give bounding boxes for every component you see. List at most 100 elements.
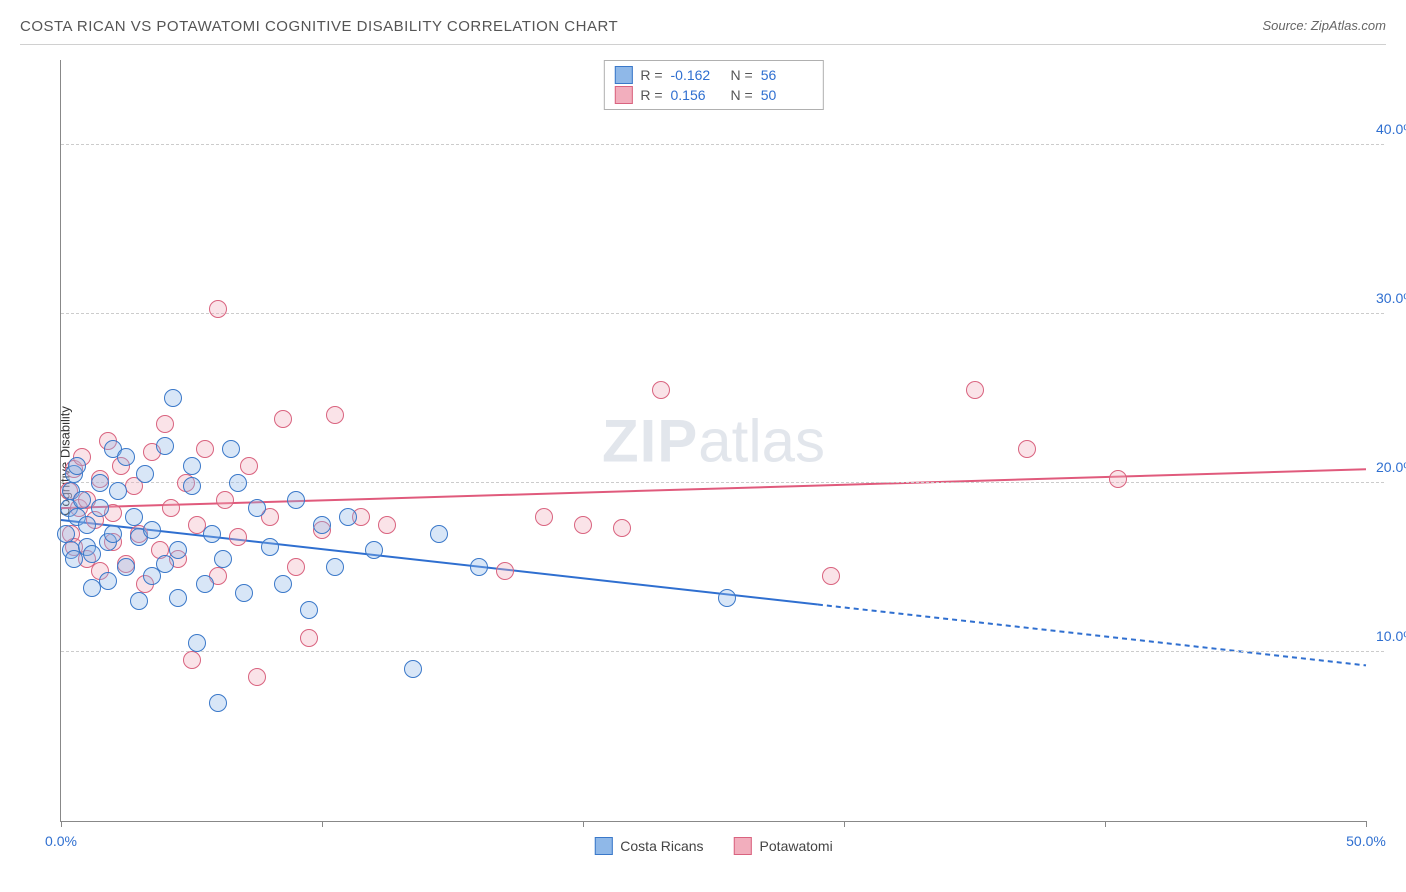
data-point [300, 601, 318, 619]
data-point [261, 538, 279, 556]
data-point [156, 415, 174, 433]
data-point [169, 541, 187, 559]
data-point [203, 525, 221, 543]
xtick [583, 821, 584, 827]
watermark: ZIPatlas [602, 406, 825, 475]
data-point [718, 589, 736, 607]
data-point [125, 508, 143, 526]
chart-area: Cognitive Disability ZIPatlas R = -0.162… [20, 50, 1386, 872]
chart-title: COSTA RICAN VS POTAWATOMI COGNITIVE DISA… [20, 18, 618, 35]
correlation-legend: R = -0.162 N = 56 R = 0.156 N = 50 [603, 60, 823, 110]
xtick [322, 821, 323, 827]
data-point [83, 545, 101, 563]
plot-area: ZIPatlas R = -0.162 N = 56 R = 0.156 N =… [60, 60, 1366, 822]
ytick-label: 20.0% [1376, 459, 1406, 475]
data-point [574, 516, 592, 534]
data-point [196, 575, 214, 593]
data-point [240, 457, 258, 475]
data-point [378, 516, 396, 534]
data-point [143, 521, 161, 539]
xtick [844, 821, 845, 827]
data-point [966, 381, 984, 399]
swatch-costa-ricans-bottom [594, 837, 612, 855]
data-point [57, 525, 75, 543]
xtick [1105, 821, 1106, 827]
data-point [183, 477, 201, 495]
data-point [91, 499, 109, 517]
data-point [248, 499, 266, 517]
ytick-label: 30.0% [1376, 290, 1406, 306]
data-point [209, 300, 227, 318]
trend-lines [61, 60, 1366, 821]
data-point [274, 575, 292, 593]
data-point [68, 457, 86, 475]
data-point [274, 410, 292, 428]
gridline [61, 313, 1384, 314]
gridline [61, 651, 1384, 652]
legend-item-b: Potawatomi [734, 837, 833, 855]
data-point [162, 499, 180, 517]
data-point [287, 558, 305, 576]
data-point [104, 525, 122, 543]
data-point [188, 634, 206, 652]
xtick [1366, 821, 1367, 827]
data-point [470, 558, 488, 576]
ytick-label: 40.0% [1376, 121, 1406, 137]
data-point [99, 572, 117, 590]
data-point [130, 592, 148, 610]
data-point [1109, 470, 1127, 488]
data-point [300, 629, 318, 647]
data-point [183, 651, 201, 669]
data-point [339, 508, 357, 526]
data-point [313, 516, 331, 534]
data-point [222, 440, 240, 458]
data-point [117, 558, 135, 576]
gridline [61, 482, 1384, 483]
legend-row-b: R = 0.156 N = 50 [614, 85, 812, 105]
data-point [229, 474, 247, 492]
data-point [209, 694, 227, 712]
swatch-potawatomi-bottom [734, 837, 752, 855]
data-point [196, 440, 214, 458]
data-point [496, 562, 514, 580]
data-point [229, 528, 247, 546]
legend-row-a: R = -0.162 N = 56 [614, 65, 812, 85]
data-point [326, 406, 344, 424]
data-point [136, 465, 154, 483]
data-point [613, 519, 631, 537]
data-point [822, 567, 840, 585]
gridline [61, 144, 1384, 145]
data-point [326, 558, 344, 576]
data-point [235, 584, 253, 602]
data-point [109, 482, 127, 500]
swatch-potawatomi [614, 86, 632, 104]
data-point [248, 668, 266, 686]
data-point [91, 474, 109, 492]
data-point [169, 589, 187, 607]
xtick-label: 0.0% [45, 833, 77, 849]
data-point [404, 660, 422, 678]
data-point [430, 525, 448, 543]
data-point [183, 457, 201, 475]
ytick-label: 10.0% [1376, 628, 1406, 644]
xtick-label: 50.0% [1346, 833, 1386, 849]
data-point [214, 550, 232, 568]
swatch-costa-ricans [614, 66, 632, 84]
data-point [1018, 440, 1036, 458]
data-point [164, 389, 182, 407]
data-point [216, 491, 234, 509]
legend-item-a: Costa Ricans [594, 837, 703, 855]
data-point [117, 448, 135, 466]
data-point [156, 555, 174, 573]
data-point [287, 491, 305, 509]
source-label: Source: ZipAtlas.com [1262, 18, 1386, 33]
series-legend: Costa Ricans Potawatomi [594, 837, 832, 855]
data-point [535, 508, 553, 526]
data-point [365, 541, 383, 559]
data-point [652, 381, 670, 399]
data-point [78, 516, 96, 534]
data-point [156, 437, 174, 455]
data-point [73, 491, 91, 509]
chart-header: COSTA RICAN VS POTAWATOMI COGNITIVE DISA… [20, 18, 1386, 45]
xtick [61, 821, 62, 827]
